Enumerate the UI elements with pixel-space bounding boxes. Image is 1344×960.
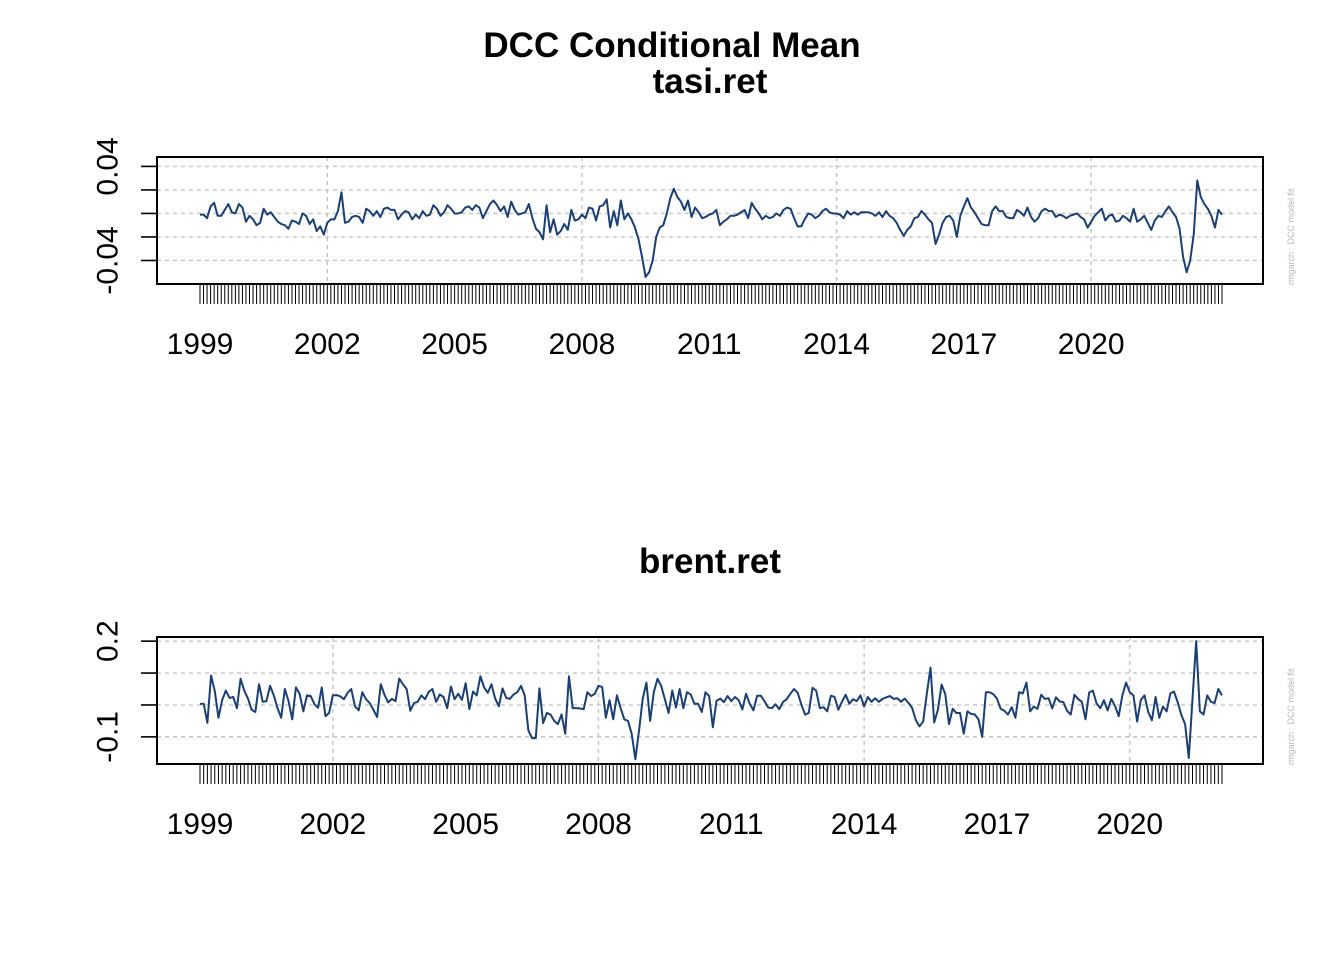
- x-tick-label-tasi: 2017: [930, 328, 997, 361]
- x-tick-label-tasi: 2002: [294, 328, 361, 361]
- watermark-brent: rmgarch : DCC model fit: [1286, 668, 1296, 765]
- watermark-tasi: rmgarch : DCC model fit: [1286, 188, 1296, 285]
- y-tick-label-tasi: -0.04: [92, 226, 125, 294]
- y-axis-brent: 0.2 -0.1: [92, 620, 158, 763]
- x-tick-label-brent: 2002: [299, 808, 366, 841]
- chart-panel-tasi: tasi.ret 0.04 -0.04 1999 2002 2005 2008 2011 2…: [92, 62, 1297, 361]
- x-tick-label-brent: 1999: [167, 808, 234, 841]
- chart-panel-brent: brent.ret 0.2 -0.1 1999 2002 2005 2008 2011 20…: [92, 542, 1297, 841]
- x-tick-label-tasi: 2008: [549, 328, 616, 361]
- series-line-brent: [199, 640, 1223, 761]
- panel-title-tasi: tasi.ret: [653, 62, 768, 101]
- x-tick-label-tasi: 1999: [167, 328, 234, 361]
- y-tick-label-brent: 0.2: [92, 620, 125, 662]
- series-line-tasi: [200, 179, 1223, 278]
- x-tick-label-brent: 2020: [1096, 808, 1163, 841]
- figure-title: DCC Conditional Mean: [483, 26, 860, 65]
- y-tick-label-tasi: 0.04: [92, 137, 125, 195]
- y-axis-tasi: 0.04 -0.04: [92, 137, 158, 295]
- x-tick-label-brent: 2017: [964, 808, 1031, 841]
- x-axis-brent: 1999 2002 2005 2008 2011 2014 2017 2020: [167, 764, 1223, 841]
- x-tick-label-brent: 2011: [699, 808, 764, 841]
- x-tick-label-tasi: 2020: [1058, 328, 1125, 361]
- x-tick-label-tasi: 2005: [421, 328, 488, 361]
- plot-frame-tasi: [156, 156, 1264, 285]
- x-tick-label-tasi: 2011: [677, 328, 742, 361]
- panel-title-brent: brent.ret: [639, 542, 781, 581]
- x-axis-tasi: 1999 2002 2005 2008 2011 2014 2017 2020: [167, 284, 1223, 361]
- y-tick-label-brent: -0.1: [92, 711, 125, 763]
- x-tick-label-brent: 2014: [831, 808, 898, 841]
- x-tick-label-brent: 2005: [432, 808, 499, 841]
- x-tick-label-brent: 2008: [565, 808, 632, 841]
- x-tick-label-tasi: 2014: [803, 328, 870, 361]
- grid-tasi: [157, 157, 1263, 284]
